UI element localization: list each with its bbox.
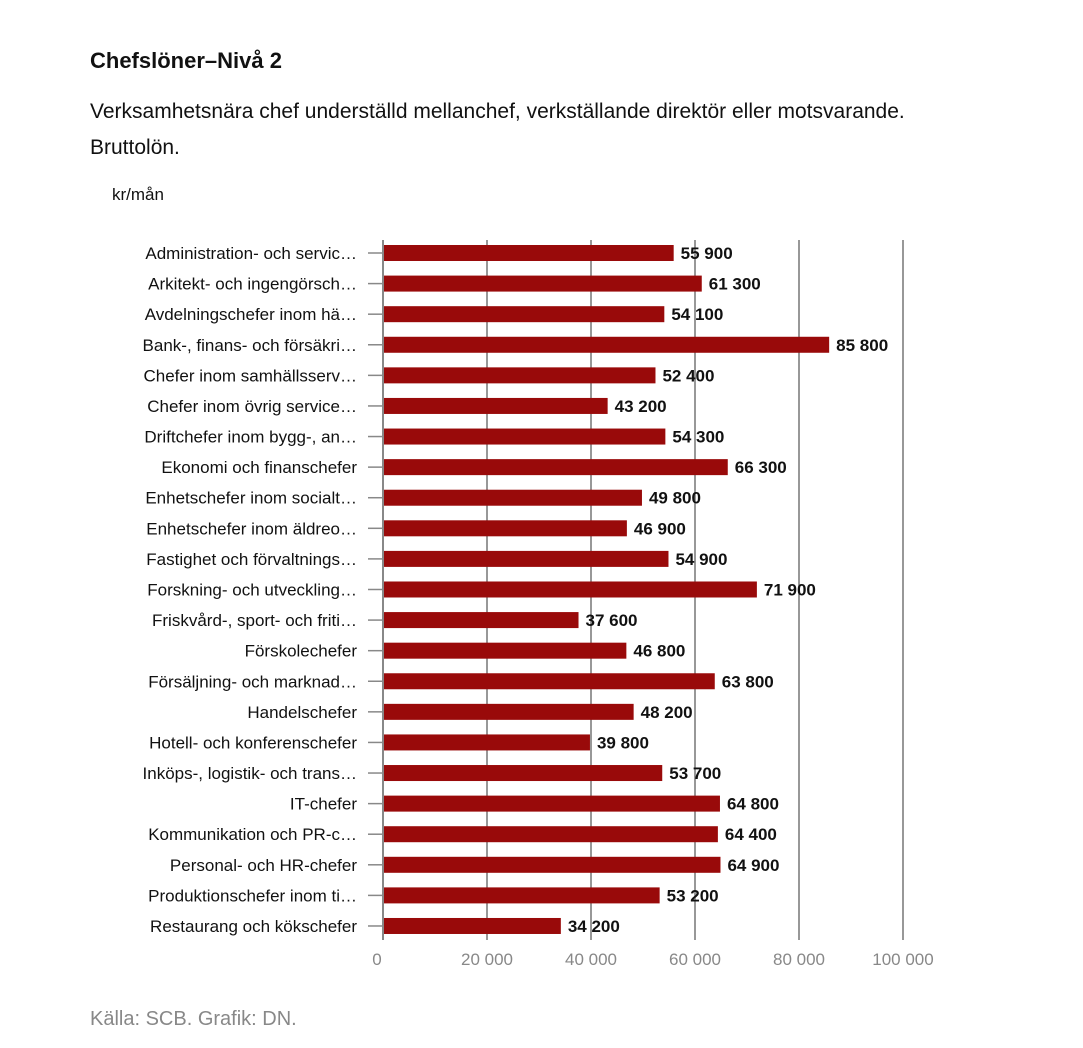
category-label: IT-chefer [290,795,357,814]
category-label: Handelschefer [247,703,357,722]
bar [384,428,666,445]
value-label: 54 900 [675,550,727,569]
bar [384,765,663,782]
value-label: 49 800 [649,489,701,508]
x-tick-label: 100 000 [872,950,933,969]
category-label: Avdelningschefer inom hä… [145,305,357,324]
chart-title: Chefslöner–Nivå 2 [90,48,282,73]
x-tick-label: 60 000 [669,950,721,969]
value-label: 37 600 [586,611,638,630]
category-label: Hotell- och konferenschefer [149,733,357,752]
category-label: Produktionschefer inom ti… [148,886,357,905]
bar [384,703,634,720]
value-label: 53 200 [667,886,719,905]
bar [384,550,669,567]
bar-chart: 0 20 000 40 000 60 000 80 000 100 000 Administ… [143,240,934,969]
bar [384,275,702,292]
bar [384,734,590,751]
value-label: 61 300 [709,275,761,294]
value-label: 52 400 [662,366,714,385]
category-label: Restaurang och kökschefer [150,917,357,936]
bar [384,336,830,353]
category-label: Ekonomi och finanschefer [161,458,357,477]
value-label: 64 900 [727,856,779,875]
value-label: 55 900 [681,244,733,263]
x-tick-label: 0 [372,950,381,969]
value-label: 39 800 [597,733,649,752]
chart-subtitle: Verksamhetsnära chef underställd mellanc… [90,100,905,159]
category-label: Friskvård-, sport- och friti… [152,611,357,630]
bar [384,581,757,598]
value-label: 54 100 [671,305,723,324]
category-label: Försäljning- och marknad… [148,672,357,691]
bar [384,917,561,934]
bar [384,520,627,537]
value-label: 64 800 [727,795,779,814]
bar [384,856,721,873]
category-label: Chefer inom övrig service… [147,397,357,416]
bar [384,673,715,690]
bar [384,397,608,414]
value-label: 64 400 [725,825,777,844]
category-label: Fastighet och förvaltnings… [146,550,357,569]
category-label: Förskolechefer [245,642,358,661]
category-label: Inköps-, logistik- och trans… [143,764,357,783]
category-label: Enhetschefer inom socialt… [145,489,357,508]
value-label: 71 900 [764,580,816,599]
x-tick-label: 80 000 [773,950,825,969]
category-label: Personal- och HR-chefer [170,856,357,875]
bar [384,489,642,506]
value-label: 66 300 [735,458,787,477]
x-tick-label: 40 000 [565,950,617,969]
value-label: 85 800 [836,336,888,355]
category-label: Bank-, finans- och försäkri… [143,336,357,355]
source-note: Källa: SCB. Grafik: DN. [90,1008,297,1030]
bar [384,826,718,843]
category-label: Chefer inom samhällsserv… [143,366,357,385]
value-label: 46 800 [633,642,685,661]
value-label: 34 200 [568,917,620,936]
category-label: Forskning- och utveckling… [147,580,357,599]
category-label: Driftchefer inom bygg-, an… [144,428,357,447]
bar [384,245,674,261]
value-label: 54 300 [672,428,724,447]
value-label: 46 900 [634,519,686,538]
value-label: 53 700 [669,764,721,783]
bar [384,887,660,904]
bar [384,612,579,629]
x-tick-label: 20 000 [461,950,513,969]
category-label: Kommunikation och PR-c… [148,825,357,844]
value-label: 63 800 [722,672,774,691]
bar [384,367,656,384]
category-label: Enhetschefer inom äldreo… [146,519,357,538]
value-label: 43 200 [615,397,667,416]
unit-label: kr/mån [112,185,164,204]
bar [384,459,728,476]
bar [384,795,720,812]
category-label: Administration- och servic… [145,244,357,263]
value-label: 48 200 [641,703,693,722]
category-label: Arkitekt- och ingengörsch… [148,275,357,294]
bar [384,642,627,659]
bar [384,306,665,323]
